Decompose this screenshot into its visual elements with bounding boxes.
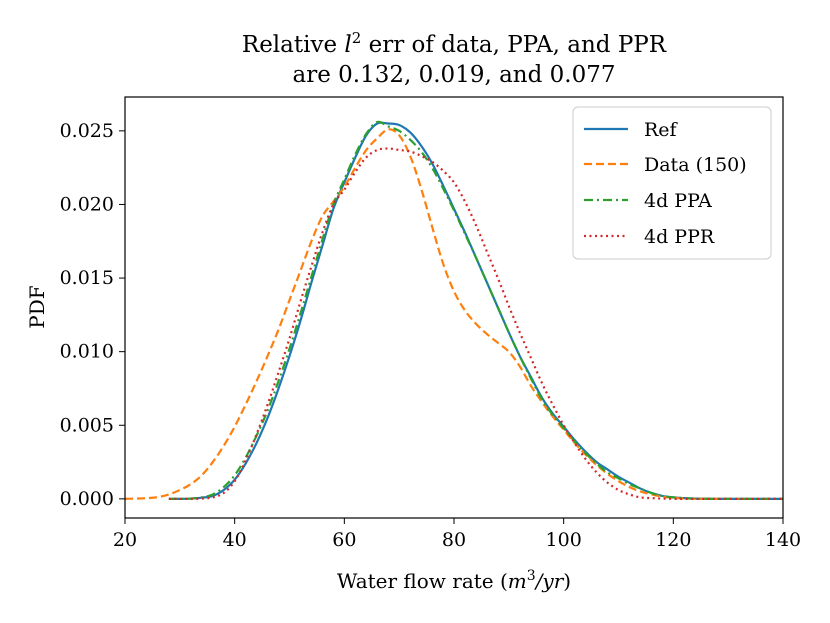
legend-label-ppa: 4d PPA: [644, 190, 712, 212]
legend-label-ref: Ref: [644, 119, 679, 141]
x-tick-label: 140: [765, 529, 801, 551]
legend-label-data: Data (150): [644, 154, 747, 176]
legend: Ref Data (150) 4d PPA 4d PPR: [572, 106, 772, 260]
y-tick-label: 0.025: [60, 120, 114, 142]
chart-title-line-1: Relative l2 err of data, PPA, and PPR: [242, 29, 667, 58]
x-tick-label: 120: [655, 529, 691, 551]
y-tick-label: 0.000: [60, 488, 114, 510]
x-tick-label: 20: [113, 529, 137, 551]
series-line-ppr: [168, 147, 783, 500]
y-axis-label: PDF: [25, 285, 49, 328]
y-tick-label: 0.005: [60, 414, 114, 436]
x-tick-label: 40: [223, 529, 247, 551]
series-line-data: [125, 128, 740, 500]
x-tick-label: 100: [546, 529, 582, 551]
y-tick-label: 0.010: [60, 341, 114, 363]
x-axis-label: Water flow rate (m3/yr): [337, 568, 571, 593]
plot-frame: [124, 96, 784, 519]
y-tick-label: 0.020: [60, 193, 114, 215]
legend-label-ppr: 4d PPR: [644, 226, 715, 248]
y-tick-label: 0.015: [60, 267, 114, 289]
x-tick-label: 60: [332, 529, 356, 551]
chart-title-line-2: are 0.132, 0.019, and 0.077: [293, 62, 616, 88]
x-tick-label: 80: [442, 529, 466, 551]
series-lines: [125, 120, 783, 500]
legend-box: [572, 106, 772, 260]
axes-ticks: 20 40 60 80 100 120 140 0.000 0.005 0.010 0.015 0.0…: [60, 120, 802, 551]
